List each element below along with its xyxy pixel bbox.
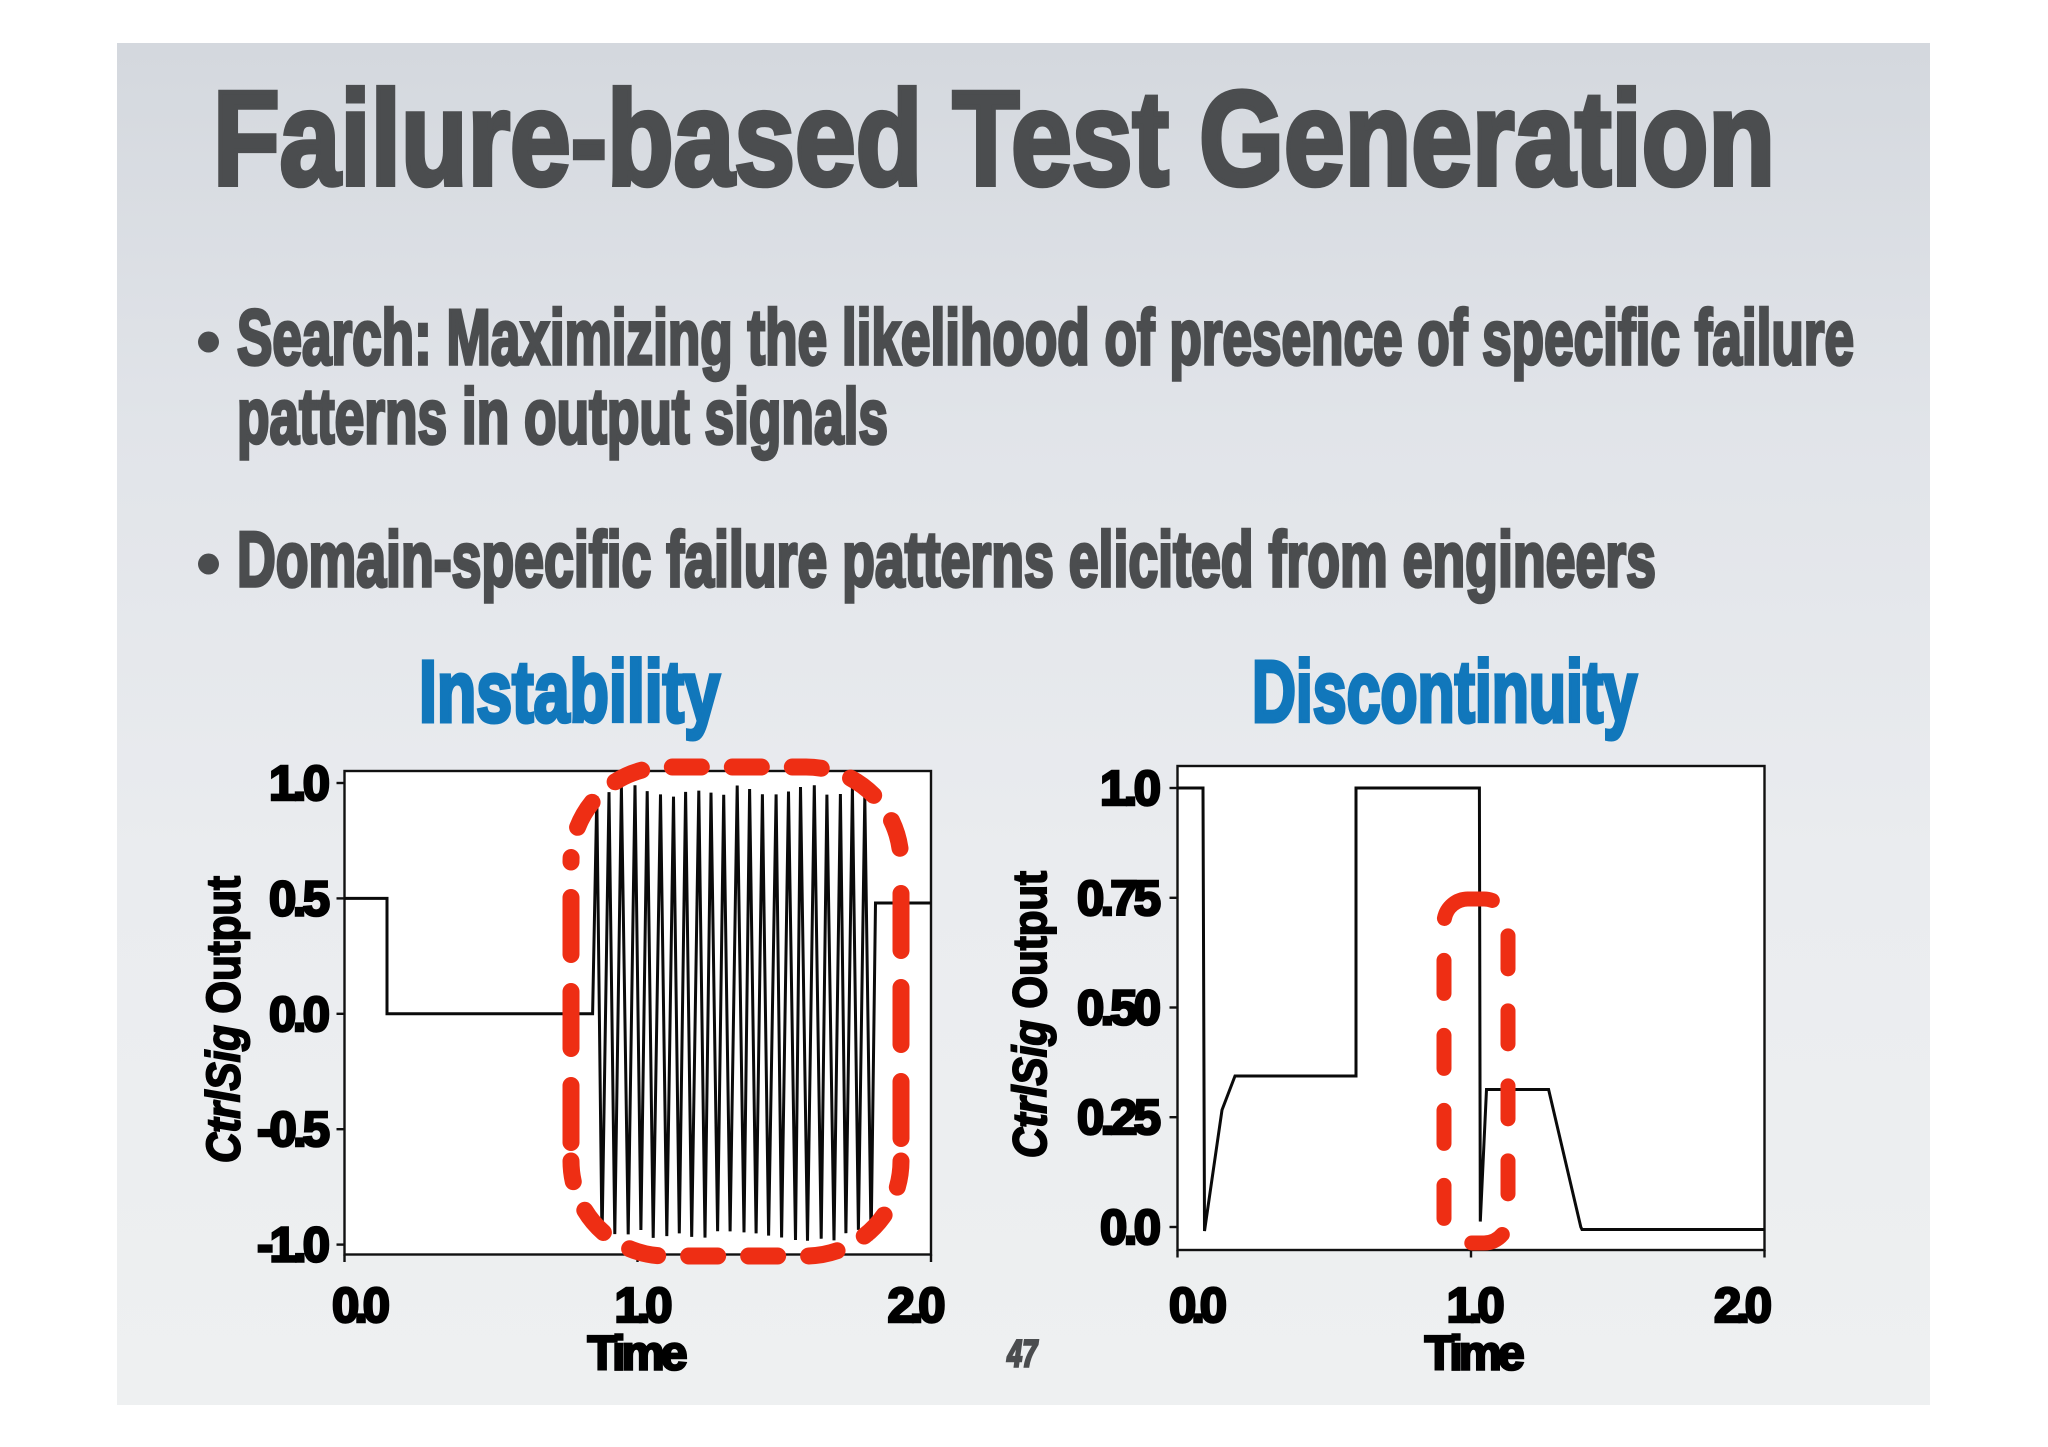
svg-text:-0.5: -0.5	[257, 1103, 330, 1157]
svg-text:Time: Time	[588, 1328, 688, 1381]
svg-text:-1.0: -1.0	[257, 1219, 330, 1273]
svg-text:Instability: Instability	[419, 643, 720, 740]
svg-text:0.5: 0.5	[269, 872, 330, 926]
svg-text:Output: Output	[1003, 871, 1056, 1009]
svg-text:0.75: 0.75	[1077, 872, 1161, 926]
svg-text:CtrlSig: CtrlSig	[197, 1025, 250, 1163]
svg-text:Discontinuity: Discontinuity	[1252, 643, 1637, 740]
svg-text:1.0: 1.0	[1447, 1279, 1505, 1333]
svg-text:Failure-based Test Generation: Failure-based Test Generation	[213, 65, 1775, 214]
svg-text:47: 47	[1007, 1333, 1039, 1375]
svg-text:0.50: 0.50	[1077, 982, 1161, 1036]
svg-text:Search: Maximizing the likelih: Search: Maximizing the likelihood of pre…	[237, 293, 1854, 381]
svg-text:1.0: 1.0	[615, 1279, 673, 1333]
svg-text:Domain-specific failure patter: Domain-specific failure patterns elicite…	[237, 515, 1656, 603]
svg-text:0.0: 0.0	[269, 988, 330, 1042]
svg-text:2.0: 2.0	[1714, 1279, 1772, 1333]
svg-text:patterns in output signals: patterns in output signals	[237, 372, 888, 460]
svg-text:CtrlSig: CtrlSig	[1003, 1020, 1056, 1158]
svg-text:Time: Time	[1425, 1328, 1525, 1381]
svg-text:1.0: 1.0	[1100, 762, 1161, 816]
svg-text:0.0: 0.0	[332, 1279, 390, 1333]
svg-text:1.0: 1.0	[269, 757, 330, 811]
svg-text:0.0: 0.0	[1169, 1279, 1227, 1333]
svg-text:0.25: 0.25	[1077, 1091, 1161, 1145]
svg-text:Output: Output	[197, 876, 250, 1014]
svg-text:0.0: 0.0	[1100, 1201, 1161, 1255]
svg-text:2.0: 2.0	[888, 1279, 946, 1333]
